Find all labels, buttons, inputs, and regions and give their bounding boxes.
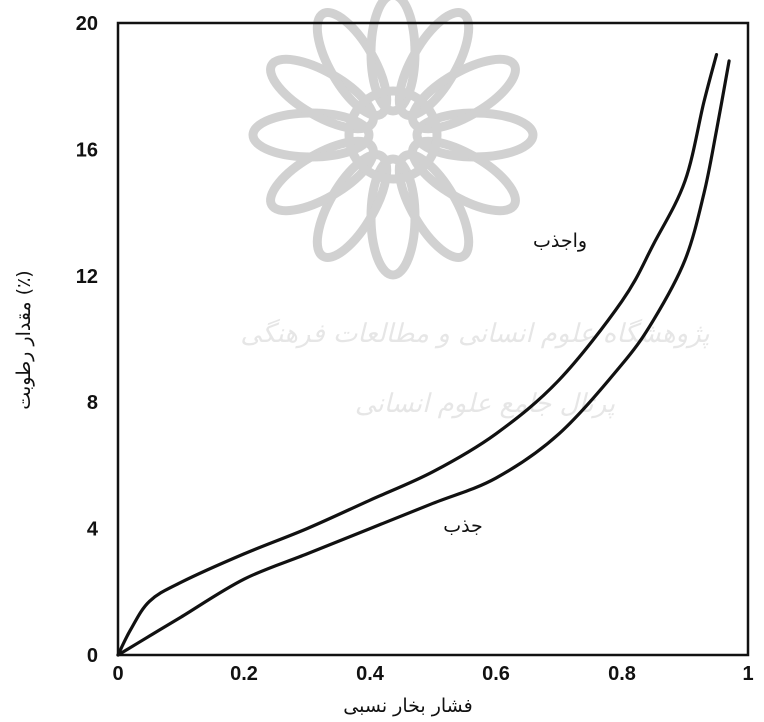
y-tick-label: 4 — [87, 519, 99, 541]
x-tick-label: 0.4 — [356, 663, 385, 685]
y-tick-label: 0 — [87, 645, 98, 667]
series-group — [116, 53, 731, 657]
annotation-desorption: واجذب — [533, 230, 587, 252]
y-tick-label: 12 — [76, 266, 98, 288]
y-axis-label: مقدار رطوبت (٪) — [13, 270, 35, 409]
watermark-line-2: پرتال جامع علوم انسانی — [355, 389, 615, 419]
watermark-rosette-icon — [248, 0, 538, 280]
rosette-petal — [366, 0, 420, 116]
y-tick-label: 8 — [87, 392, 98, 414]
x-axis-ticks: 0 0.2 0.4 0.6 0.8 1 — [112, 663, 753, 685]
x-tick-label: 0.2 — [230, 663, 258, 685]
y-axis-ticks: 0 4 8 12 16 20 — [76, 13, 99, 667]
rosette-petal — [394, 8, 474, 120]
x-tick-label: 1 — [742, 663, 753, 685]
rosette-petal — [266, 54, 378, 134]
adsorption-curve — [116, 59, 731, 657]
x-tick-label: 0.6 — [482, 663, 510, 685]
desorption-curve — [116, 53, 719, 657]
x-tick-label: 0 — [112, 663, 123, 685]
rosette-petal — [266, 136, 378, 216]
y-tick-label: 16 — [76, 139, 98, 161]
rosette-petal — [366, 154, 420, 280]
rosette-petal — [394, 150, 474, 262]
rosette-core — [344, 86, 442, 184]
plot-frame — [116, 21, 750, 657]
y-tick-label: 20 — [76, 13, 98, 35]
x-tick-label: 0.8 — [608, 663, 636, 685]
rosette-petal — [312, 8, 392, 120]
rosette-petal — [248, 108, 374, 162]
watermark-line-1: پژوهشگاه علوم انسانی و مطالعات فرهنگی — [240, 318, 709, 349]
rosette-petal — [408, 136, 520, 216]
rosette-petal — [312, 150, 392, 262]
rosette-petal — [408, 54, 520, 134]
annotation-adsorption: جذب — [443, 515, 483, 537]
x-axis-label: فشار بخار نسبی — [343, 695, 472, 717]
rosette-petal — [412, 108, 538, 162]
watermark: پژوهشگاه علوم انسانی و مطالعات فرهنگی پر… — [240, 0, 710, 419]
